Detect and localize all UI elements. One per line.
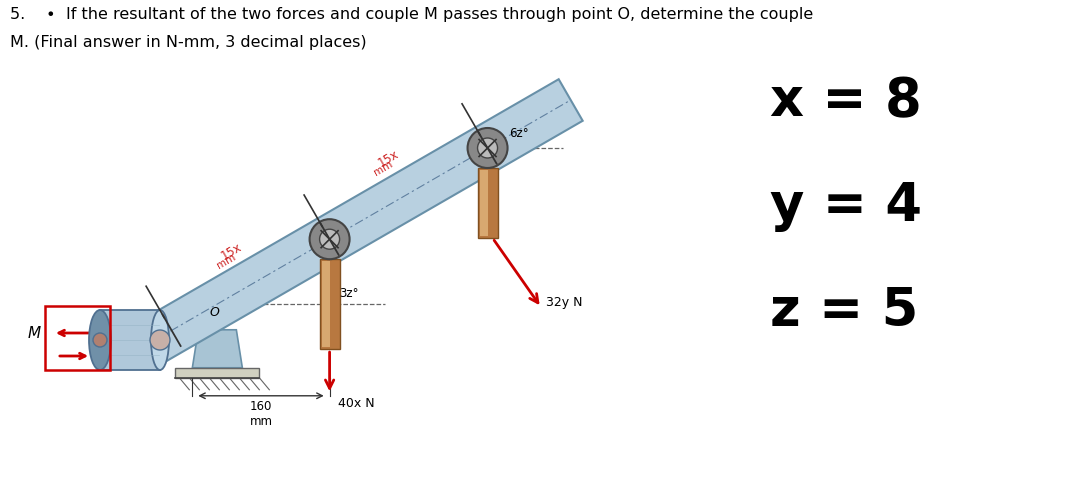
Text: M: M — [28, 327, 41, 342]
Text: O: O — [210, 306, 219, 319]
Circle shape — [150, 330, 170, 350]
Circle shape — [93, 333, 107, 347]
Text: 15x: 15x — [219, 241, 244, 263]
Polygon shape — [143, 79, 583, 361]
Polygon shape — [143, 79, 568, 336]
Polygon shape — [192, 330, 242, 368]
Text: 5.    ∙  If the resultant of the two forces and couple M passes through point O,: 5. ∙ If the resultant of the two forces … — [10, 7, 813, 22]
Text: 15x: 15x — [376, 148, 402, 170]
Circle shape — [310, 219, 350, 259]
Ellipse shape — [151, 310, 168, 370]
Text: 40x N: 40x N — [338, 397, 374, 410]
Circle shape — [477, 138, 498, 158]
Text: mm: mm — [215, 251, 238, 270]
Ellipse shape — [89, 310, 111, 370]
Text: 3z°: 3z° — [339, 287, 359, 300]
Bar — [477, 168, 498, 238]
Polygon shape — [100, 310, 160, 370]
Text: x = 8: x = 8 — [770, 75, 921, 127]
Text: mm: mm — [373, 158, 394, 177]
Bar — [480, 170, 487, 236]
Bar — [322, 261, 329, 347]
Circle shape — [468, 128, 508, 168]
Circle shape — [320, 229, 339, 249]
Text: 32y N: 32y N — [546, 296, 583, 308]
Text: y = 4: y = 4 — [770, 180, 922, 232]
Polygon shape — [175, 368, 259, 378]
Text: M. (Final answer in N-mm, 3 decimal places): M. (Final answer in N-mm, 3 decimal plac… — [10, 35, 366, 50]
Text: 160
mm: 160 mm — [249, 400, 272, 428]
Bar — [320, 259, 339, 349]
Text: 6z°: 6z° — [510, 127, 529, 140]
Text: z = 5: z = 5 — [770, 285, 918, 337]
